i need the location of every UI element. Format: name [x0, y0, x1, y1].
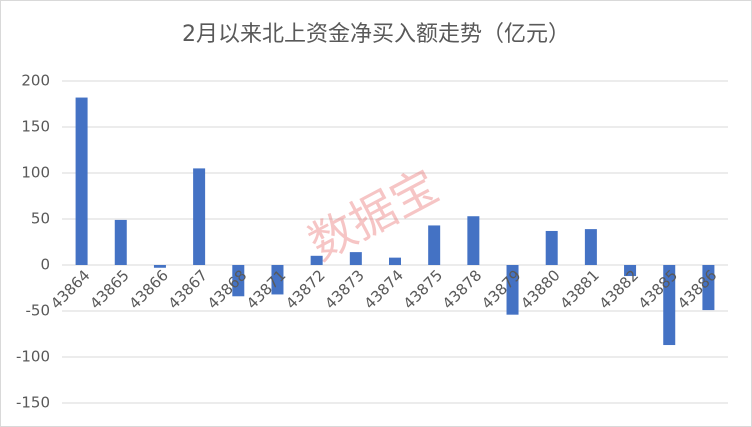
- chart-title: 2月以来北上资金净买入额走势（亿元）: [182, 22, 570, 47]
- bar: [702, 265, 715, 311]
- y-tick-label: 150: [21, 118, 50, 136]
- bar: [349, 252, 362, 265]
- y-tick-label: 50: [31, 210, 50, 228]
- bar: [310, 255, 323, 265]
- bar: [153, 265, 166, 268]
- bar: [232, 265, 245, 297]
- y-tick-label: -100: [16, 348, 50, 366]
- bar: [271, 265, 284, 295]
- bar: [663, 265, 676, 346]
- bar: [467, 216, 480, 265]
- bar: [114, 219, 127, 265]
- y-tick-label: 0: [40, 256, 50, 274]
- y-tick-label: 100: [21, 164, 50, 182]
- bar: [624, 265, 637, 277]
- bar: [75, 97, 88, 265]
- bar: [389, 257, 401, 265]
- bar: [584, 229, 597, 265]
- bar: [545, 230, 558, 265]
- y-tick-label: -50: [26, 302, 51, 320]
- y-tick-label: 200: [21, 72, 50, 90]
- bar: [428, 225, 441, 265]
- bar: [193, 168, 206, 265]
- y-tick-label: -150: [16, 394, 50, 412]
- bar: [506, 265, 519, 315]
